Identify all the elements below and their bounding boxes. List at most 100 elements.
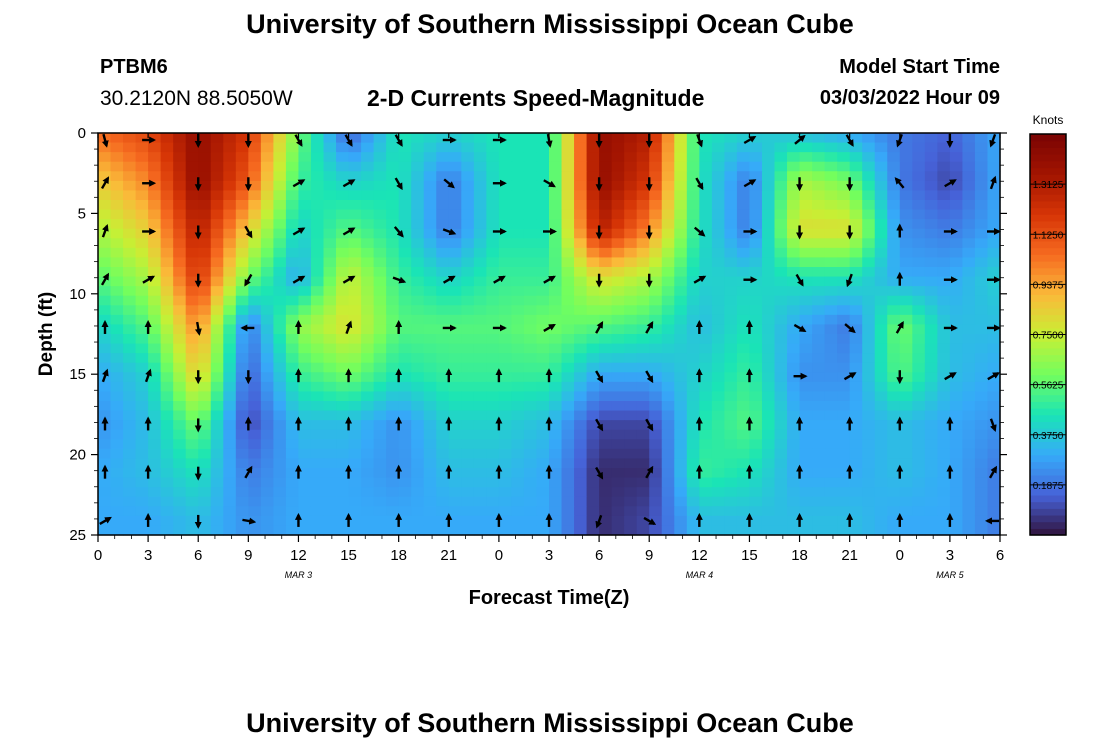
heatmap-cell xyxy=(711,458,725,469)
heatmap-cell xyxy=(486,257,500,268)
heatmap-cell xyxy=(812,257,826,268)
heatmap-cell xyxy=(173,247,187,259)
heatmap-cell xyxy=(874,267,888,278)
heatmap-cell xyxy=(411,391,425,402)
heatmap-cell xyxy=(649,525,663,536)
heatmap-cell xyxy=(323,477,337,488)
heatmap-cell xyxy=(549,391,563,402)
heatmap-cell xyxy=(862,525,876,536)
heatmap-cell xyxy=(774,401,788,412)
heatmap-cell xyxy=(123,200,137,211)
heatmap-cell xyxy=(110,448,124,460)
heatmap-cell xyxy=(223,362,237,373)
heatmap-cell xyxy=(298,219,312,230)
heatmap-cell xyxy=(586,468,600,479)
heatmap-cell xyxy=(624,487,638,498)
heatmap-cell xyxy=(549,458,563,469)
heatmap-cell xyxy=(799,381,813,393)
heatmap-cell xyxy=(812,506,826,517)
heatmap-cell xyxy=(636,133,650,144)
heatmap-cell xyxy=(849,209,863,220)
heatmap-cell xyxy=(398,429,412,440)
heatmap-cell xyxy=(373,362,387,373)
heatmap-cell xyxy=(711,362,725,373)
heatmap-cell xyxy=(812,381,826,393)
heatmap-cell xyxy=(874,161,888,172)
heatmap-cell xyxy=(899,458,913,469)
heatmap-cell xyxy=(348,410,362,421)
heatmap-cell xyxy=(223,133,237,144)
heatmap-cell xyxy=(824,420,838,431)
heatmap-cell xyxy=(448,314,462,326)
heatmap-cell xyxy=(962,200,976,211)
heatmap-cell xyxy=(874,334,888,345)
heatmap-cell xyxy=(787,487,801,498)
heatmap-cell xyxy=(160,420,174,431)
heatmap-cell xyxy=(736,343,751,354)
colorbar-segment xyxy=(1030,494,1066,503)
heatmap-cell xyxy=(235,420,249,431)
heatmap-cell xyxy=(498,286,513,297)
heatmap-cell xyxy=(198,391,212,402)
heatmap-cell xyxy=(511,257,525,268)
heatmap-cell xyxy=(812,247,826,259)
heatmap-cell xyxy=(887,343,901,354)
heatmap-cell xyxy=(924,305,938,316)
heatmap-cell xyxy=(273,353,287,364)
heatmap-cell xyxy=(511,133,525,144)
heatmap-cell xyxy=(411,496,425,507)
heatmap-cell xyxy=(173,161,187,172)
heatmap-cell xyxy=(899,142,913,153)
heatmap-cell xyxy=(636,276,650,287)
heatmap-cell xyxy=(749,381,763,393)
heatmap-cell xyxy=(310,152,325,163)
heatmap-cell xyxy=(423,439,437,450)
heatmap-cell xyxy=(198,381,212,393)
heatmap-cell xyxy=(624,496,638,507)
heatmap-cell xyxy=(185,247,199,259)
heatmap-cell xyxy=(498,506,513,517)
heatmap-cell xyxy=(624,219,638,230)
heatmap-cell xyxy=(799,228,813,239)
heatmap-cell xyxy=(849,295,863,306)
heatmap-cell xyxy=(310,458,325,469)
heatmap-cell xyxy=(761,257,776,268)
heatmap-cell xyxy=(386,161,400,172)
heatmap-cell xyxy=(736,391,751,402)
heatmap-cell xyxy=(285,142,300,153)
heatmap-cell xyxy=(248,506,262,517)
heatmap-cell xyxy=(561,238,575,249)
heatmap-cell xyxy=(862,314,876,326)
heatmap-cell xyxy=(561,133,575,144)
heatmap-cell xyxy=(574,209,588,220)
heatmap-cell xyxy=(812,295,826,306)
heatmap-cell xyxy=(774,334,788,345)
heatmap-cell xyxy=(511,267,525,278)
heatmap-cell xyxy=(248,362,262,373)
colorbar-segment xyxy=(1030,488,1066,496)
heatmap-cell xyxy=(423,525,437,536)
heatmap-cell xyxy=(874,525,888,536)
heatmap-cell xyxy=(661,142,675,153)
heatmap-cell xyxy=(749,391,763,402)
heatmap-cell xyxy=(674,276,688,287)
heatmap-cell xyxy=(486,429,500,440)
heatmap-cell xyxy=(949,171,964,182)
heatmap-cell xyxy=(949,477,964,488)
heatmap-cell xyxy=(361,305,375,316)
heatmap-cell xyxy=(561,477,575,488)
heatmap-cell xyxy=(624,314,638,326)
heatmap-cell xyxy=(423,487,437,498)
heatmap-cell xyxy=(962,506,976,517)
heatmap-cell xyxy=(586,401,600,412)
heatmap-cell xyxy=(248,238,262,249)
heatmap-cell xyxy=(787,247,801,259)
heatmap-cell xyxy=(824,343,838,354)
heatmap-cell xyxy=(536,506,550,517)
current-vector-arrow xyxy=(244,225,253,239)
heatmap-cell xyxy=(887,133,901,144)
heatmap-cell xyxy=(924,209,938,220)
heatmap-cell xyxy=(298,362,312,373)
heatmap-cell xyxy=(536,420,550,431)
heatmap-cell xyxy=(962,381,976,393)
